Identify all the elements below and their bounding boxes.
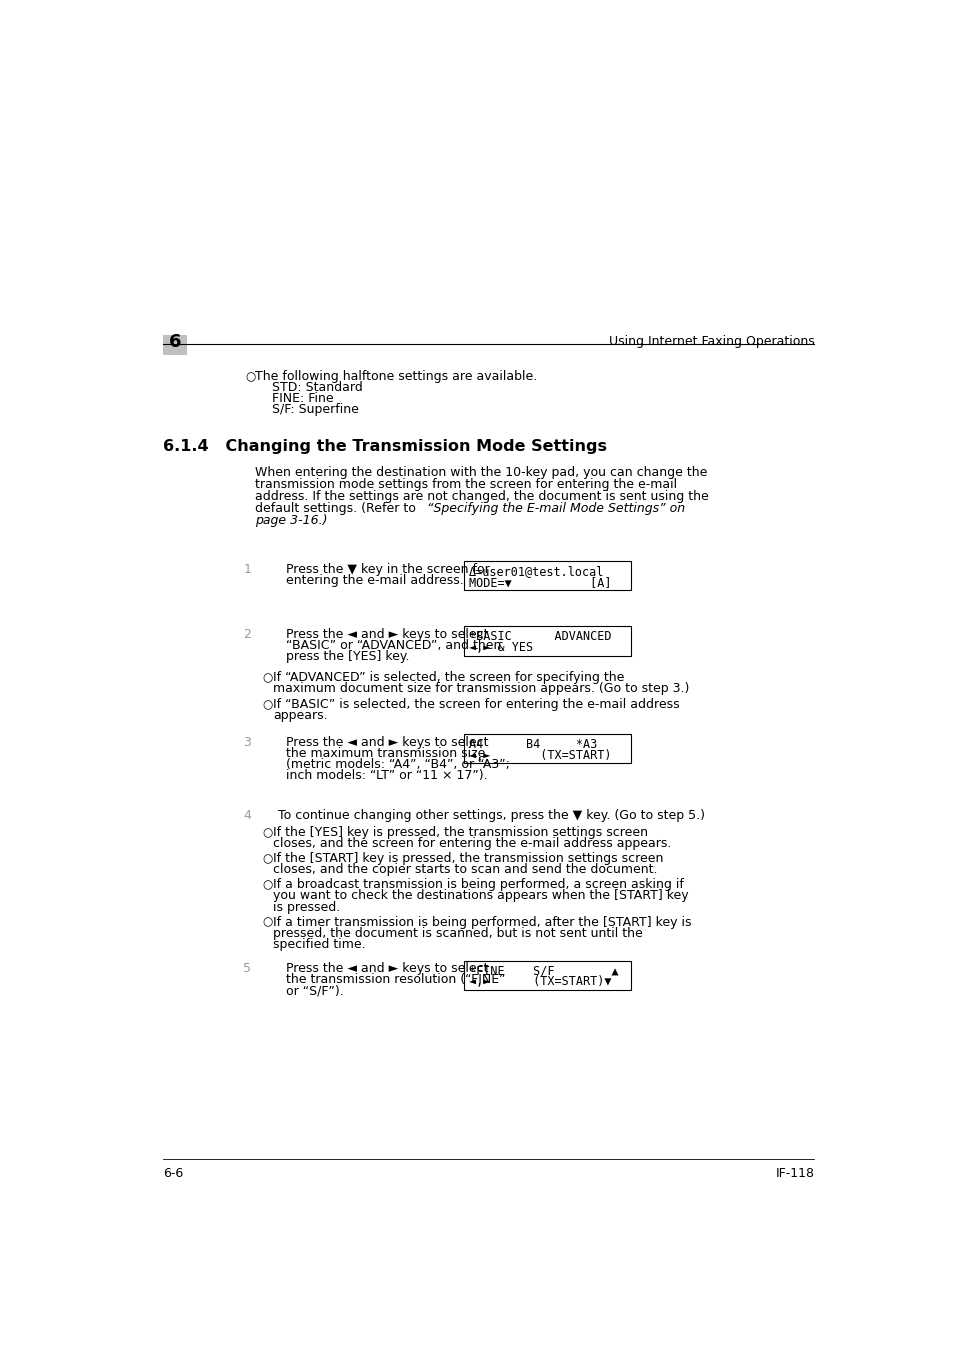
Text: closes, and the copier starts to scan and send the document.: closes, and the copier starts to scan an… [274,863,658,877]
Text: IF-118: IF-118 [775,1167,814,1179]
Text: ◄,► & YES: ◄,► & YES [468,642,533,654]
Text: inch models: “LT” or “11 × 17”).: inch models: “LT” or “11 × 17”). [286,769,487,782]
Text: the maximum transmission size: the maximum transmission size [286,747,485,759]
Text: or “S/F”).: or “S/F”). [286,985,343,997]
Text: The following halftone settings are available.: The following halftone settings are avai… [254,370,537,384]
Text: If a timer transmission is being performed, after the [START] key is: If a timer transmission is being perform… [274,916,691,928]
Text: 6-6: 6-6 [163,1167,184,1179]
FancyBboxPatch shape [464,734,630,763]
Text: entering the e-mail address.: entering the e-mail address. [286,574,463,586]
Text: (metric models: “A4”, “B4”, or “A3”;: (metric models: “A4”, “B4”, or “A3”; [286,758,509,771]
FancyBboxPatch shape [163,335,187,354]
Text: ◄,►       (TX=START): ◄,► (TX=START) [468,748,611,762]
Text: ○: ○ [262,671,273,684]
Text: pressed, the document is scanned, but is not sent until the: pressed, the document is scanned, but is… [274,927,642,940]
Text: Δ=user01@test.local: Δ=user01@test.local [468,565,603,578]
Text: ○: ○ [262,852,273,865]
Text: 3: 3 [243,736,251,748]
Text: If “BASIC” is selected, the screen for entering the e-mail address: If “BASIC” is selected, the screen for e… [274,698,679,711]
Text: closes, and the screen for entering the e-mail address appears.: closes, and the screen for entering the … [274,838,671,850]
Text: is pressed.: is pressed. [274,901,340,913]
Text: A4      B4     *A3: A4 B4 *A3 [468,738,597,751]
Text: 2: 2 [243,628,251,640]
Text: To continue changing other settings, press the ▼ key. (Go to step 5.): To continue changing other settings, pre… [278,809,704,821]
Text: appears.: appears. [274,709,328,723]
Text: When entering the destination with the 10-key pad, you can change the: When entering the destination with the 1… [254,466,706,480]
Text: “Specifying the E-mail Mode Settings” on: “Specifying the E-mail Mode Settings” on [427,503,684,515]
Text: Press the ◄ and ► keys to select: Press the ◄ and ► keys to select [286,628,488,640]
Text: transmission mode settings from the screen for entering the e-mail: transmission mode settings from the scre… [254,478,677,492]
Text: press the [YES] key.: press the [YES] key. [286,650,409,663]
Text: ◄,►      (TX=START)▼: ◄,► (TX=START)▼ [468,975,611,988]
Text: 1: 1 [243,562,251,576]
Text: *FINE    S/F        ▲: *FINE S/F ▲ [468,965,618,978]
Text: the transmission resolution (“FINE”: the transmission resolution (“FINE” [286,973,505,986]
Text: ○: ○ [262,698,273,711]
Text: 4: 4 [243,809,251,821]
FancyBboxPatch shape [464,627,630,655]
FancyBboxPatch shape [464,561,630,590]
Text: ○: ○ [245,370,255,384]
Text: If a broadcast transmission is being performed, a screen asking if: If a broadcast transmission is being per… [274,878,683,892]
Text: S/F: Superfine: S/F: Superfine [272,403,358,416]
FancyBboxPatch shape [464,961,630,990]
Text: “BASIC” or “ADVANCED”, and then: “BASIC” or “ADVANCED”, and then [286,639,500,653]
Text: If the [START] key is pressed, the transmission settings screen: If the [START] key is pressed, the trans… [274,852,663,865]
Text: specified time.: specified time. [274,938,366,951]
Text: STD: Standard: STD: Standard [272,381,362,393]
Text: FINE: Fine: FINE: Fine [272,392,334,405]
Text: Press the ◄ and ► keys to select: Press the ◄ and ► keys to select [286,962,488,975]
Text: 6.1.4   Changing the Transmission Mode Settings: 6.1.4 Changing the Transmission Mode Set… [163,439,607,454]
Text: ○: ○ [262,878,273,892]
Text: Press the ◄ and ► keys to select: Press the ◄ and ► keys to select [286,736,488,748]
Text: default settings. (Refer to: default settings. (Refer to [254,503,419,515]
Text: Press the ▼ key in the screen for: Press the ▼ key in the screen for [286,562,489,576]
Text: 5: 5 [243,962,251,975]
Text: maximum document size for transmission appears. (Go to step 3.): maximum document size for transmission a… [274,682,689,696]
Text: page 3-16.): page 3-16.) [254,513,327,527]
Text: ○: ○ [262,916,273,928]
Text: ○: ○ [262,825,273,839]
Text: MODE=▼           [A]: MODE=▼ [A] [468,576,611,589]
Text: If “ADVANCED” is selected, the screen for specifying the: If “ADVANCED” is selected, the screen fo… [274,671,624,684]
Text: address. If the settings are not changed, the document is sent using the: address. If the settings are not changed… [254,490,708,503]
Text: *BASIC      ADVANCED: *BASIC ADVANCED [468,631,611,643]
Text: If the [YES] key is pressed, the transmission settings screen: If the [YES] key is pressed, the transmi… [274,825,648,839]
Text: Using Internet Faxing Operations: Using Internet Faxing Operations [608,335,814,347]
Text: 6: 6 [169,334,181,351]
Text: you want to check the destinations appears when the [START] key: you want to check the destinations appea… [274,889,688,902]
